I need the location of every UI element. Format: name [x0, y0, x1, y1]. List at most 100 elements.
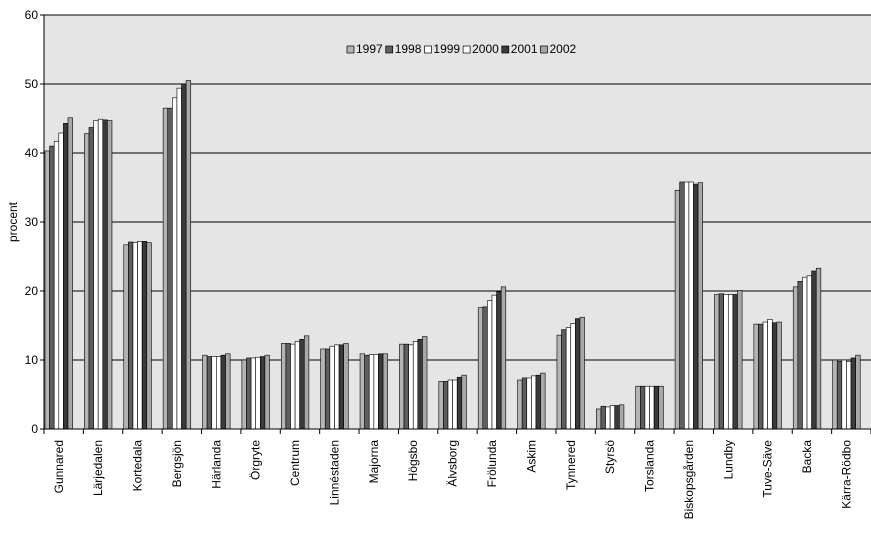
x-axis-category-labels: Gunnared Lärjedalen Kortedala Bergsjön Härla… [43, 429, 871, 519]
legend-label: 1999 [433, 42, 460, 56]
bar [658, 385, 664, 430]
y-tick-label: 10 [25, 353, 39, 367]
bar [850, 357, 856, 430]
bar [727, 294, 734, 430]
legend-label: 2002 [550, 42, 577, 56]
bar [531, 375, 537, 430]
bar [482, 306, 488, 430]
bar [477, 307, 484, 430]
bar [767, 318, 773, 430]
x-category-label: Askim [524, 440, 538, 473]
x-category-label: Lundby [721, 440, 735, 479]
bar [399, 343, 405, 430]
bar [836, 361, 843, 430]
x-category-label: Gunnared [52, 440, 66, 493]
bar [570, 323, 576, 430]
bar [540, 372, 546, 430]
bar [802, 276, 808, 430]
bar [565, 327, 572, 430]
y-tick-label: 0 [31, 422, 38, 436]
bar [697, 182, 703, 430]
bar [58, 132, 64, 430]
bar [496, 291, 502, 430]
legend-label: 1997 [356, 42, 383, 56]
y-tick-label: 60 [25, 8, 39, 22]
bar-group [44, 80, 861, 430]
bar [579, 316, 585, 430]
bar [500, 286, 507, 430]
bar [141, 241, 148, 430]
bar [220, 354, 226, 430]
bar [324, 348, 331, 430]
x-category-label: Bergsjön [170, 440, 184, 487]
bar [408, 344, 414, 430]
bar [535, 374, 541, 430]
bar [771, 322, 778, 430]
x-category-label: Lärjedalen [91, 440, 105, 496]
bar [202, 354, 208, 430]
bar [264, 354, 270, 430]
bar [162, 107, 169, 430]
bar [246, 357, 252, 430]
bar [343, 343, 349, 430]
x-category-label: Kortedala [131, 440, 145, 492]
bar [714, 294, 720, 430]
bar [461, 374, 467, 430]
legend: 1997 1998 1999 2000 2001 2002 [346, 42, 577, 56]
bar [67, 117, 73, 430]
x-category-label: Majorna [367, 440, 381, 484]
bar [841, 359, 847, 430]
x-category-label: Kärra-Rödbo [839, 440, 853, 509]
bar [792, 286, 799, 430]
bar [443, 381, 449, 430]
bar [176, 87, 182, 430]
bar [378, 353, 384, 430]
bar [128, 241, 134, 430]
bar [762, 321, 768, 430]
bar [732, 294, 738, 430]
bar [600, 405, 606, 430]
bar [723, 294, 729, 430]
x-category-label: Torslanda [643, 440, 657, 492]
bar [447, 379, 453, 430]
bar [53, 140, 60, 430]
y-tick-label: 50 [25, 77, 39, 91]
bar [241, 359, 247, 430]
bar [280, 343, 287, 430]
bar [609, 405, 616, 430]
bar [285, 343, 291, 430]
bar [88, 127, 94, 430]
bar [137, 241, 143, 430]
legend-swatch [346, 45, 355, 54]
x-category-label: Härlanda [209, 440, 223, 489]
bar [596, 408, 602, 430]
bar [806, 275, 812, 430]
bar [575, 318, 581, 430]
bar [181, 83, 187, 430]
bar [526, 377, 532, 430]
bar [167, 107, 173, 430]
bar [456, 376, 463, 430]
x-category-label: Älvsborg [446, 440, 460, 487]
bar [417, 338, 423, 430]
x-category-label: Backa [800, 440, 814, 474]
legend-swatch [385, 45, 394, 54]
bar [303, 335, 310, 430]
legend-label: 2000 [472, 42, 499, 56]
bar [382, 353, 388, 430]
bar [102, 119, 108, 430]
legend-label: 1998 [395, 42, 422, 56]
bar [259, 356, 266, 430]
bar [776, 321, 782, 430]
bar [561, 329, 567, 430]
bar [123, 244, 129, 430]
x-category-label: Linnéstaden [328, 440, 342, 505]
bar [294, 341, 300, 430]
bar [211, 356, 217, 430]
y-tick-label: 40 [25, 146, 39, 160]
x-category-label: Biskopsgården [682, 440, 696, 519]
bar [368, 354, 375, 430]
bar [517, 379, 523, 430]
bar [487, 300, 493, 430]
